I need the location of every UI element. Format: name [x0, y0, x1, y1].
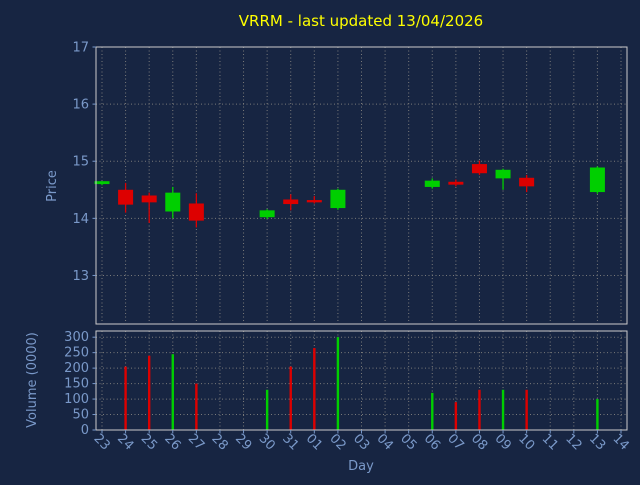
price-tick-label: 14 — [72, 212, 89, 227]
candle-body — [448, 181, 464, 185]
volume-bar — [501, 389, 505, 430]
candle-body — [495, 169, 511, 179]
candle-body — [141, 195, 157, 203]
candle-body — [188, 203, 204, 221]
candles — [94, 160, 605, 228]
chart-title: VRRM - last updated 13/04/2026 — [239, 12, 483, 30]
volume-bar — [313, 348, 316, 430]
candle-body — [471, 164, 487, 174]
candle-body — [94, 181, 110, 185]
volume-tick-label: 300 — [64, 330, 89, 345]
price-panel — [95, 46, 628, 325]
volume-bar — [525, 389, 528, 430]
candle-body — [283, 199, 299, 205]
volume-bar — [195, 383, 198, 430]
volume-bar — [478, 389, 481, 430]
volume-tick-label: 100 — [64, 392, 89, 407]
candle-body — [589, 167, 605, 193]
volume-tick-label: 50 — [72, 408, 89, 423]
candle-body — [306, 200, 322, 203]
volume-bar — [454, 402, 458, 430]
volume-bar — [124, 366, 127, 430]
candle-body — [165, 192, 181, 212]
candle-body — [330, 189, 346, 209]
price-axis-label: Price — [45, 170, 60, 202]
volume-tick-label: 250 — [64, 346, 89, 361]
volume-bars — [124, 337, 599, 430]
candle-body — [118, 189, 134, 205]
price-tick-label: 16 — [72, 98, 89, 113]
volume-axis-label: Volume (0000) — [25, 332, 40, 428]
candle-body — [259, 210, 275, 218]
volume-bar — [147, 355, 151, 430]
volume-tick-label: 200 — [64, 361, 89, 376]
volume-tick-label: 0 — [81, 423, 89, 438]
price-tick-label: 15 — [72, 155, 89, 170]
volume-bar — [265, 389, 269, 430]
volume-tick-label: 150 — [64, 377, 89, 392]
volume-bar — [336, 337, 340, 430]
day-axis-label: Day — [348, 459, 374, 474]
volume-bar — [289, 366, 292, 430]
price-tick-label: 17 — [72, 41, 89, 56]
volume-bar — [171, 354, 174, 430]
volume-bar — [431, 392, 434, 430]
price-tick-label: 13 — [72, 269, 89, 284]
volume-bar — [596, 399, 599, 430]
candle-body — [519, 177, 535, 187]
candle-body — [424, 180, 440, 187]
